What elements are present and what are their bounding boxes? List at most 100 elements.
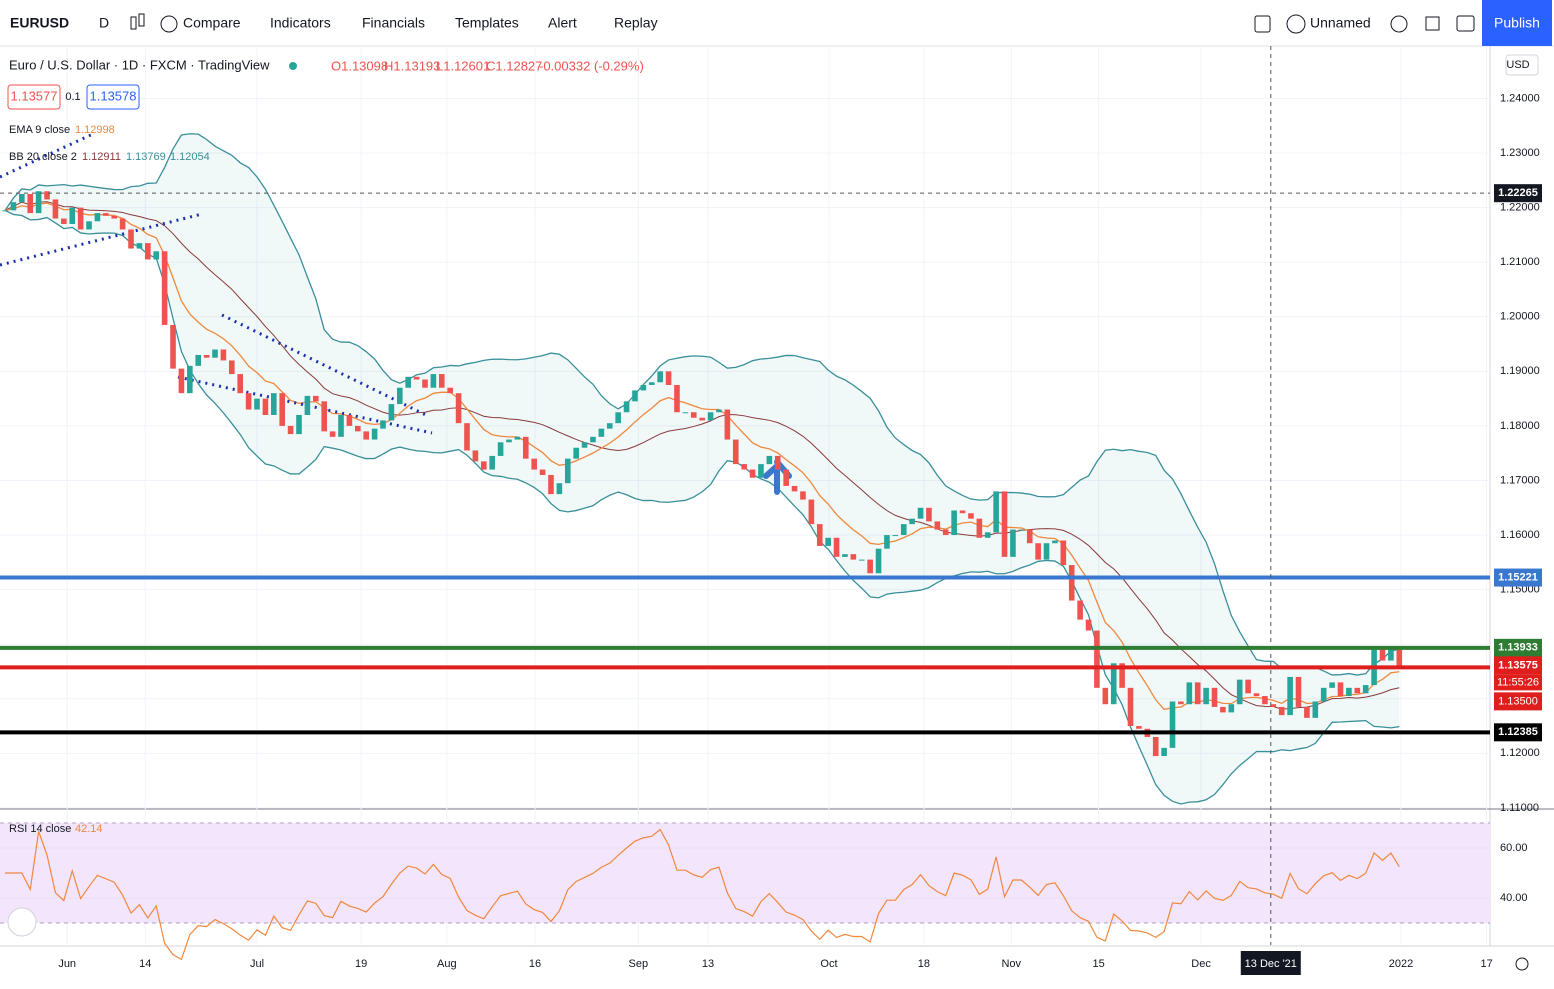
candle-up [993,491,999,533]
select-icon[interactable] [1254,15,1271,33]
price-label: 1.13500 [1498,695,1538,707]
candle-down [808,499,815,525]
candle-down [934,521,941,530]
y-tick-label: 1.12000 [1500,747,1540,759]
axis-settings-icon[interactable] [1515,957,1529,971]
buy-box[interactable] [86,84,140,110]
candle-down [27,193,34,214]
candle-up [396,387,403,405]
currency-box[interactable] [1505,54,1539,76]
candle-down [128,229,134,249]
candle-down [119,218,126,230]
countdown: 11:55:26 [1497,676,1539,688]
price-label-box [1494,638,1542,657]
x-tick-label: 19 [355,958,367,970]
currency[interactable]: USD [1506,59,1529,71]
tv-logo[interactable] [7,907,37,937]
settings-icon[interactable] [1390,15,1408,33]
candle-up [615,412,621,424]
candle-down [438,374,445,388]
candle-up [590,436,596,443]
candle-down [464,423,470,451]
candle-icon[interactable] [130,16,137,30]
sell-price[interactable]: 1.13577 [11,88,58,103]
candle-down [229,360,235,375]
candle-down [1077,600,1083,620]
toolbar-button[interactable]: Indicators [270,15,331,31]
candle-down [61,218,67,225]
interval[interactable]: D [99,15,109,31]
candle-down [329,431,336,437]
toolbar-button[interactable]: Replay [614,15,658,31]
candle-down [346,414,353,426]
candle-up [430,374,437,388]
candle-down [1354,687,1361,694]
candle-down [1262,696,1268,705]
candle-up [1161,747,1167,757]
candle-down [1379,649,1386,661]
candle-down [422,379,428,388]
candle-down [749,469,756,478]
bb-fill [5,133,1400,804]
grid [0,46,1490,945]
candle-up [1362,685,1369,694]
candle-down [665,371,672,385]
toolbar-button[interactable]: Compare [183,15,241,31]
publish-label[interactable]: Publish [1494,15,1540,31]
cloud-icon[interactable] [1286,14,1306,34]
candle-up [1110,663,1117,705]
candle-up [758,464,764,478]
symbol[interactable]: EURUSD [10,15,69,31]
candle-down [1278,706,1285,716]
candle-icon [138,13,145,27]
candle-up [682,412,689,414]
candle-down [245,393,252,410]
toolbar-button[interactable]: Templates [455,15,519,31]
candle-down [161,251,168,325]
candle-up [371,428,378,440]
candle-up [1320,687,1327,702]
x-tick-label: Jun [58,958,76,970]
rsi-band [0,823,1490,923]
toolbar-button[interactable]: Financials [362,15,425,31]
candle-down [741,464,747,470]
y-tick-label: 1.16000 [1500,529,1540,541]
crosshair-time: 13 Dec '21 [1245,958,1297,970]
x-tick-label: 16 [529,958,541,970]
candle-down [220,349,227,361]
bb-name: BB 20 close 2 [9,151,77,163]
candle-up [640,384,647,391]
candle-down [287,425,294,435]
candle-down [1119,663,1125,688]
toolbar-button[interactable]: Alert [548,15,577,31]
candle-down [413,376,420,380]
candle-up [86,221,92,230]
layout-name[interactable]: Unnamed [1310,15,1371,31]
candle-down [279,393,286,426]
candle-up [573,447,579,459]
sell-box[interactable] [7,84,61,110]
x-tick-label: Jul [250,958,264,970]
candle-up [556,483,563,495]
candle-up [892,535,899,537]
publish-button[interactable] [1482,0,1552,46]
fullscreen-icon[interactable] [1425,16,1440,31]
candle-down [262,398,269,415]
candle-down [674,384,680,413]
y-tick-label: 1.20000 [1500,311,1540,323]
candle-down [732,439,739,465]
candle-down [1304,706,1310,718]
candle-up [380,420,386,429]
candle-down [539,469,546,476]
candle-down [531,458,537,470]
buy-price[interactable]: 1.13578 [90,88,137,103]
price-label-box [1494,656,1542,675]
bb-lower [4,209,1400,805]
compare-icon[interactable] [160,15,178,33]
price-label-box [1494,723,1542,742]
snapshot-icon[interactable] [1456,15,1475,32]
candle-up [825,537,831,546]
candle-up [514,436,521,440]
